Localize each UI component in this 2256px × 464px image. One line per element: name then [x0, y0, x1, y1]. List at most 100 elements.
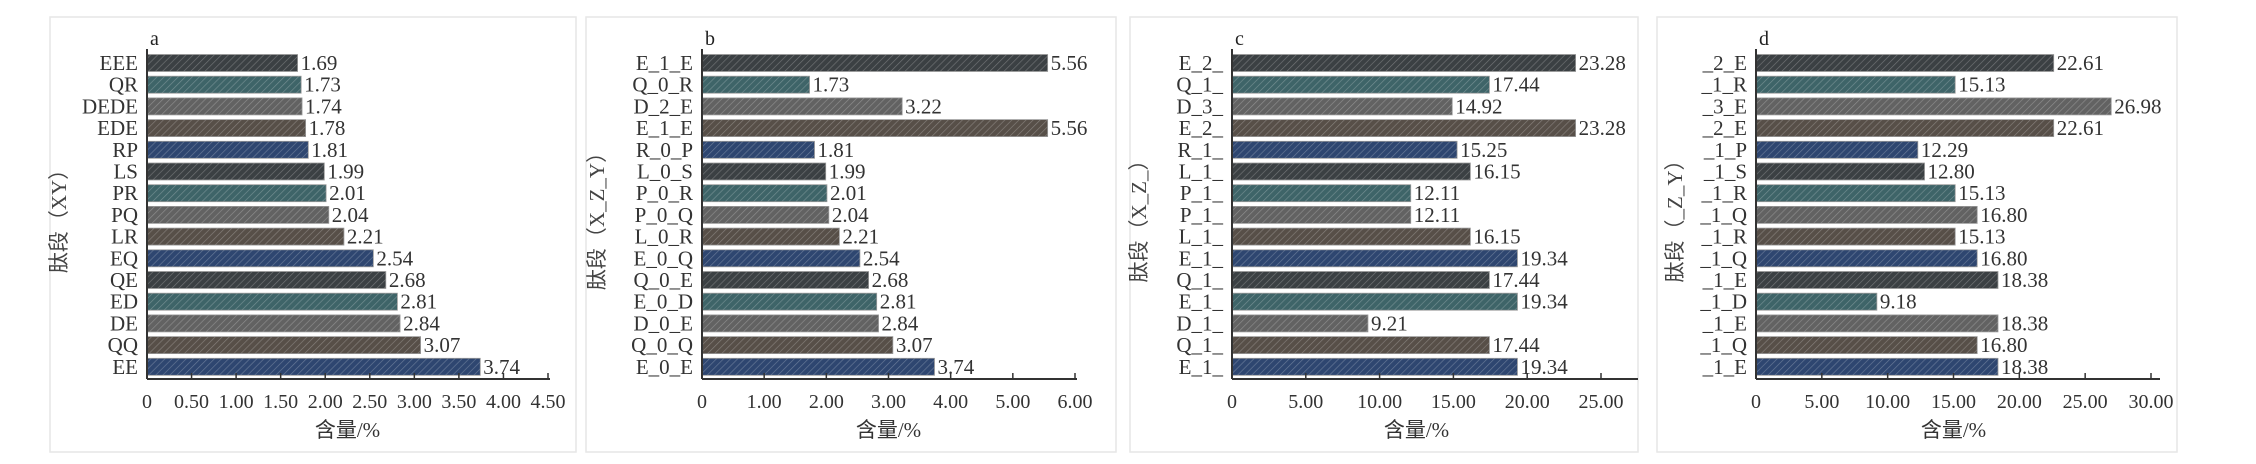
- data-label: 2.54: [863, 246, 900, 270]
- category-label: L_1_: [1179, 225, 1224, 249]
- y-axis-title: 肽段（XY）: [47, 159, 71, 273]
- data-label: 3.07: [896, 333, 933, 357]
- bar: [1755, 162, 1925, 181]
- bar: [146, 271, 387, 289]
- data-label: 16.15: [1473, 225, 1520, 249]
- data-label: 2.21: [842, 225, 879, 249]
- x-tick-label: 5.00: [995, 391, 1030, 413]
- y-axis-title: 肽段（X_Z_）: [1127, 150, 1151, 283]
- data-label: 19.34: [1520, 290, 1568, 314]
- bar: [1755, 205, 1978, 224]
- data-label: 18.38: [2001, 268, 2048, 292]
- bar: [1231, 140, 1458, 159]
- panel-letter: c: [1235, 28, 1244, 50]
- category-label: QQ: [108, 333, 138, 357]
- category-label: Q_0_Q: [631, 333, 693, 357]
- bar: [146, 249, 374, 268]
- category-label: R_0_P: [636, 138, 693, 162]
- bar: [1755, 119, 2055, 137]
- data-label: 18.38: [2001, 311, 2048, 335]
- bar: [1755, 184, 1956, 203]
- data-label: 22.61: [2057, 51, 2104, 75]
- data-label: 14.92: [1455, 94, 1502, 118]
- x-tick-label: 1.50: [263, 391, 298, 413]
- data-label: 1.74: [305, 94, 342, 118]
- category-label: L_0_S: [637, 160, 693, 184]
- category-label: LR: [111, 225, 138, 249]
- category-label: PQ: [111, 203, 138, 227]
- category-label: _1_E: [1702, 311, 1747, 335]
- data-label: 1.99: [829, 160, 866, 184]
- data-label: 9.18: [1880, 290, 1917, 314]
- bar: [701, 357, 935, 376]
- data-label: 2.21: [347, 225, 384, 249]
- data-label: 17.44: [1492, 333, 1540, 357]
- category-label: E_0_Q: [634, 246, 694, 270]
- category-label: _1_R: [1700, 181, 1747, 205]
- x-axis-title: 含量/%: [1921, 418, 1986, 442]
- category-label: _1_D: [1699, 290, 1747, 314]
- data-label: 16.80: [1980, 333, 2027, 357]
- x-tick-label: 4.00: [486, 391, 521, 413]
- bar: [146, 119, 307, 137]
- data-label: 3.22: [905, 94, 942, 118]
- category-label: P_1_: [1180, 203, 1224, 227]
- data-label: 2.04: [832, 203, 869, 227]
- bar: [1231, 54, 1577, 72]
- panel-d: d 22.61 _2_E 15.13 _1_R 26.98 _3_E 22.61 _2_E 12.…: [1656, 16, 2178, 453]
- data-label: 1.73: [304, 73, 341, 97]
- data-label: 5.56: [1051, 116, 1088, 140]
- x-tick-label: 6.00: [1058, 391, 1093, 413]
- bar: [701, 119, 1049, 137]
- data-label: 2.01: [830, 181, 867, 205]
- panel-b: b 5.56 E_1_E 1.73 Q_0_R 3.22 D_2_E 5.56 E_1_E 1.8…: [585, 16, 1117, 453]
- data-label: 17.44: [1492, 73, 1540, 97]
- bar: [701, 75, 810, 94]
- data-label: 2.04: [332, 203, 369, 227]
- x-tick-label: 2.00: [809, 391, 844, 413]
- data-label: 16.15: [1473, 160, 1520, 184]
- bar: [701, 292, 878, 311]
- category-label: _1_Q: [1699, 246, 1747, 270]
- panel-a: a 1.69 EEE 1.73 QR 1.74 DEDE 1.78 EDE 1.81 RP 1.99 L…: [47, 16, 577, 453]
- data-label: 19.34: [1520, 246, 1568, 270]
- category-label: _1_E: [1702, 268, 1747, 292]
- data-label: 2.81: [880, 290, 917, 314]
- data-label: 3.07: [424, 333, 461, 357]
- bar: [701, 140, 815, 159]
- data-label: 19.34: [1520, 355, 1568, 379]
- panel-frame: [1129, 16, 1639, 453]
- category-label: EE: [112, 355, 138, 379]
- panel-letter: b: [705, 28, 715, 50]
- category-label: E_2_: [1179, 51, 1224, 75]
- data-label: 12.11: [1414, 203, 1460, 227]
- data-label: 23.28: [1579, 51, 1626, 75]
- data-label: 15.13: [1958, 73, 2005, 97]
- x-tick-label: 2.00: [308, 391, 343, 413]
- category-label: DEDE: [82, 94, 138, 118]
- data-label: 22.61: [2057, 116, 2104, 140]
- x-tick-label: 3.00: [871, 391, 906, 413]
- bar: [1755, 97, 2112, 116]
- x-tick-label: 20.00: [1997, 391, 2042, 413]
- bar: [1231, 314, 1369, 333]
- data-label: 3.74: [938, 355, 975, 379]
- x-tick-label: 2.50: [352, 391, 387, 413]
- bar: [701, 271, 870, 289]
- category-label: _1_R: [1700, 73, 1747, 97]
- data-label: 1.81: [311, 138, 348, 162]
- y-axis-title: 肽段（_Z_Y）: [1663, 150, 1687, 283]
- bar: [1755, 357, 1999, 376]
- category-label: LS: [113, 160, 138, 184]
- data-label: 12.80: [1928, 160, 1975, 184]
- category-label: E_1_: [1179, 246, 1224, 270]
- x-tick-label: 4.50: [531, 391, 566, 413]
- x-tick-label: 1.00: [219, 391, 254, 413]
- bar: [701, 184, 828, 203]
- category-label: P_1_: [1180, 181, 1224, 205]
- x-axis-title: 含量/%: [1384, 418, 1449, 442]
- bar: [146, 227, 345, 246]
- bar: [1755, 336, 1978, 355]
- x-tick-label: 10.00: [1357, 391, 1402, 413]
